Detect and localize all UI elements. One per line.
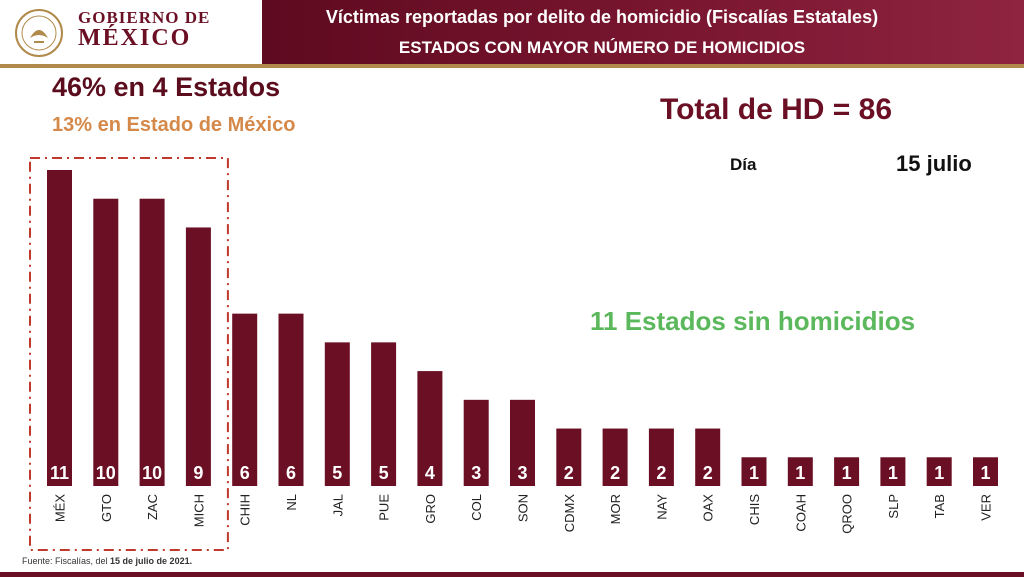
value-label-chih: 6 xyxy=(240,463,250,483)
header: GOBIERNO DE MÉXICO Víctimas reportadas p… xyxy=(0,0,1024,64)
mexico-seal-icon xyxy=(15,9,63,57)
bar-slp xyxy=(880,457,906,486)
tick-label-chis: CHIS xyxy=(747,494,762,525)
tick-label-jal: JAL xyxy=(330,494,345,516)
value-label-chis: 1 xyxy=(749,463,759,483)
value-label-son: 3 xyxy=(517,463,527,483)
bar-nl xyxy=(278,313,304,486)
top-states-share: 46% en 4 Estados xyxy=(52,72,281,102)
value-label-gto: 10 xyxy=(96,463,116,483)
tick-label-chih: CHIH xyxy=(238,494,253,526)
source-date: 15 de julio de 2021. xyxy=(110,556,193,566)
tick-label-méx: MÉX xyxy=(53,494,68,523)
value-label-tab: 1 xyxy=(934,463,944,483)
value-label-cdmx: 2 xyxy=(564,463,574,483)
bar-ver xyxy=(973,457,998,486)
tick-label-gro: GRO xyxy=(423,494,438,524)
bar-qroo xyxy=(834,457,860,486)
bar-oax xyxy=(695,428,721,486)
value-label-méx: 11 xyxy=(50,463,69,483)
value-label-mich: 9 xyxy=(193,463,203,483)
tick-label-slp: SLP xyxy=(886,494,901,519)
states-without-homicides: 11 Estados sin homicidios xyxy=(590,306,916,336)
bar-chih xyxy=(232,313,258,486)
bar-cdmx xyxy=(556,428,582,486)
page-subtitle: ESTADOS CON MAYOR NÚMERO DE HOMICIDIOS xyxy=(398,38,806,57)
header-divider xyxy=(0,64,1024,68)
bottom-bar xyxy=(0,572,1024,577)
source-note: Fuente: Fiscalías, del 15 de julio de 20… xyxy=(22,556,192,566)
bar-méx xyxy=(47,170,72,486)
bar-jal xyxy=(324,342,350,486)
value-label-nay: 2 xyxy=(656,463,666,483)
total-homicides: Total de HD = 86 xyxy=(660,93,893,126)
tick-label-nl: NL xyxy=(284,494,299,511)
page-title: Víctimas reportadas por delito de homici… xyxy=(325,7,879,27)
value-label-col: 3 xyxy=(471,463,481,483)
tick-label-mich: MICH xyxy=(191,494,206,527)
tick-label-tab: TAB xyxy=(932,494,947,518)
day-label: Día xyxy=(730,155,757,174)
edomex-share: 13% en Estado de México xyxy=(52,114,296,136)
tick-label-mor: MOR xyxy=(608,494,623,524)
tick-label-col: COL xyxy=(469,494,484,521)
value-label-qroo: 1 xyxy=(842,463,852,483)
bar-coah xyxy=(787,457,813,486)
bar-col xyxy=(463,399,489,486)
tick-label-cdmx: CDMX xyxy=(562,494,577,533)
value-label-ver: 1 xyxy=(980,463,990,483)
value-label-nl: 6 xyxy=(286,463,296,483)
bar-son xyxy=(510,399,535,486)
bar-mor xyxy=(602,428,628,486)
tick-label-nay: NAY xyxy=(654,494,669,520)
value-label-mor: 2 xyxy=(610,463,620,483)
tick-label-oax: OAX xyxy=(701,494,716,522)
highlight-box xyxy=(29,157,229,551)
tick-label-ver: VER xyxy=(979,494,994,521)
bar-tab xyxy=(926,457,952,486)
value-label-coah: 1 xyxy=(795,463,805,483)
tick-label-pue: PUE xyxy=(377,494,392,521)
value-label-jal: 5 xyxy=(332,463,342,483)
tick-label-qroo: QROO xyxy=(840,494,855,534)
bar-zac xyxy=(139,198,165,486)
tick-label-son: SON xyxy=(516,494,531,522)
value-label-oax: 2 xyxy=(703,463,713,483)
bar-pue xyxy=(371,342,397,486)
bar-nay xyxy=(648,428,674,486)
bar-gro xyxy=(417,371,443,486)
logo-text-gobierno: GOBIERNO DE xyxy=(78,8,211,27)
tick-label-gto: GTO xyxy=(99,494,114,522)
value-label-slp: 1 xyxy=(888,463,898,483)
source-prefix: Fuente: Fiscalías, del xyxy=(22,556,111,566)
bar-gto xyxy=(93,198,119,486)
value-label-zac: 10 xyxy=(142,463,162,483)
day-value: 15 julio xyxy=(896,151,972,176)
value-label-gro: 4 xyxy=(425,463,435,483)
header-title-band xyxy=(262,0,1024,64)
tick-label-coah: COAH xyxy=(793,494,808,532)
logo-text-mexico: MÉXICO xyxy=(78,25,192,51)
bar-mich xyxy=(185,227,211,487)
tick-label-zac: ZAC xyxy=(145,494,160,520)
bar-chis xyxy=(741,457,767,486)
value-label-pue: 5 xyxy=(379,463,389,483)
